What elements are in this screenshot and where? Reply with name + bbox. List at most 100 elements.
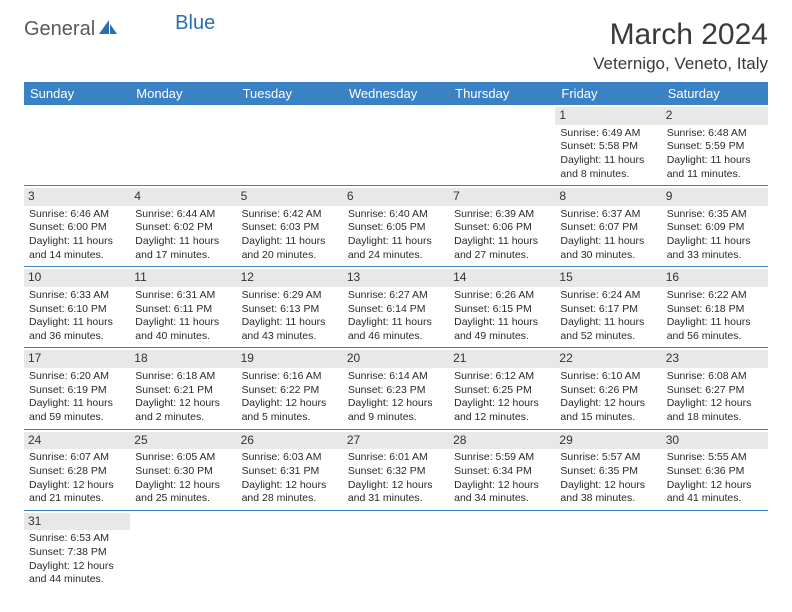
sunrise-line: Sunrise: 5:57 AM xyxy=(560,451,640,463)
sunset-line: Sunset: 6:15 PM xyxy=(454,303,532,315)
day-info: Sunrise: 6:26 AMSunset: 6:15 PMDaylight:… xyxy=(453,289,551,344)
calendar-day-cell: 13Sunrise: 6:27 AMSunset: 6:14 PMDayligh… xyxy=(343,267,449,348)
sunrise-line: Sunrise: 6:27 AM xyxy=(348,289,428,301)
daylight-line: Daylight: 11 hours and 17 minutes. xyxy=(135,235,219,261)
sunset-line: Sunset: 6:35 PM xyxy=(560,465,638,477)
daylight-line: Daylight: 11 hours and 52 minutes. xyxy=(560,316,644,342)
daylight-line: Daylight: 11 hours and 30 minutes. xyxy=(560,235,644,261)
day-number: 20 xyxy=(343,350,449,368)
sunset-line: Sunset: 6:19 PM xyxy=(29,384,107,396)
calendar-day-cell: 1Sunrise: 6:49 AMSunset: 5:58 PMDaylight… xyxy=(555,105,661,186)
sunset-line: Sunset: 6:32 PM xyxy=(348,465,426,477)
sunrise-line: Sunrise: 6:26 AM xyxy=(454,289,534,301)
sunrise-line: Sunrise: 6:10 AM xyxy=(560,370,640,382)
day-number: 22 xyxy=(555,350,661,368)
daylight-line: Daylight: 11 hours and 8 minutes. xyxy=(560,154,644,180)
sunset-line: Sunset: 6:30 PM xyxy=(135,465,213,477)
day-info: Sunrise: 6:18 AM Sunset: 6:21 PMDaylight:… xyxy=(134,370,232,425)
calendar-day-cell: 6Sunrise: 6:40 AMSunset: 6:05 PMDaylight… xyxy=(343,186,449,267)
day-number: 26 xyxy=(237,432,343,450)
sunrise-line: Sunrise: 6:18 AM xyxy=(135,370,215,382)
sunset-line: Sunset: 6:03 PM xyxy=(242,221,320,233)
daylight-line: Daylight: 11 hours and 27 minutes. xyxy=(454,235,538,261)
daylight-line: Daylight: 11 hours and 46 minutes. xyxy=(348,316,432,342)
weekday-header: Tuesday xyxy=(237,82,343,105)
sunrise-line: Sunrise: 6:08 AM xyxy=(667,370,747,382)
day-number: 30 xyxy=(662,432,768,450)
day-info: Sunrise: 6:01 AMSunset: 6:32 PMDaylight:… xyxy=(347,451,445,506)
sunrise-line: Sunrise: 6:20 AM xyxy=(29,370,109,382)
day-number: 6 xyxy=(343,188,449,206)
month-title: March 2024 xyxy=(593,18,768,52)
sunset-line: Sunset: 6:09 PM xyxy=(667,221,745,233)
sunrise-line: Sunrise: 6:53 AM xyxy=(29,532,109,544)
day-info: Sunrise: 6:35 AMSunset: 6:09 PMDaylight:… xyxy=(666,208,764,263)
day-number: 9 xyxy=(662,188,768,206)
sunrise-line: Sunrise: 6:03 AM xyxy=(242,451,322,463)
calendar-day-cell xyxy=(343,105,449,186)
calendar-day-cell: 16Sunrise: 6:22 AMSunset: 6:18 PMDayligh… xyxy=(662,267,768,348)
calendar-day-cell: 17Sunrise: 6:20 AMSunset: 6:19 PMDayligh… xyxy=(24,348,130,429)
sunrise-line: Sunrise: 6:31 AM xyxy=(135,289,215,301)
calendar-day-cell: 21 Sunrise: 6:12 AMSunset: 6:25 PMDayligh… xyxy=(449,348,555,429)
daylight-line: Daylight: 11 hours and 36 minutes. xyxy=(29,316,113,342)
sunrise-line: Sunrise: 6:07 AM xyxy=(29,451,109,463)
sunrise-line: Sunrise: 6:40 AM xyxy=(348,208,428,220)
daylight-line: Daylight: 11 hours and 43 minutes. xyxy=(242,316,326,342)
day-number: 21 xyxy=(449,350,555,368)
daylight-line: Daylight: 12 hours and 18 minutes. xyxy=(667,397,752,423)
daylight-line: Daylight: 12 hours and 21 minutes. xyxy=(29,479,114,505)
day-info: Sunrise: 5:59 AMSunset: 6:34 PMDaylight:… xyxy=(453,451,551,506)
day-info: Sunrise: 6:46 AMSunset: 6:00 PMDaylight:… xyxy=(28,208,126,263)
weekday-header: Monday xyxy=(130,82,236,105)
day-info: Sunrise: 5:55 AMSunset: 6:36 PMDaylight:… xyxy=(666,451,764,506)
day-info: Sunrise: 6:48 AMSunset: 5:59 PMDaylight:… xyxy=(666,127,764,182)
calendar-day-cell: 28Sunrise: 5:59 AMSunset: 6:34 PMDayligh… xyxy=(449,429,555,510)
calendar-day-cell: 11Sunrise: 6:31 AMSunset: 6:11 PMDayligh… xyxy=(130,267,236,348)
sunrise-line: Sunrise: 6:01 AM xyxy=(348,451,428,463)
day-number: 29 xyxy=(555,432,661,450)
calendar-week-row: 17Sunrise: 6:20 AMSunset: 6:19 PMDayligh… xyxy=(24,348,768,429)
day-info: Sunrise: 6:37 AMSunset: 6:07 PMDaylight:… xyxy=(559,208,657,263)
calendar-day-cell: 30Sunrise: 5:55 AMSunset: 6:36 PMDayligh… xyxy=(662,429,768,510)
calendar-body: 1Sunrise: 6:49 AMSunset: 5:58 PMDaylight… xyxy=(24,105,768,591)
daylight-line: Daylight: 12 hours and 9 minutes. xyxy=(348,397,433,423)
sunrise-line: Sunrise: 6:24 AM xyxy=(560,289,640,301)
calendar-day-cell: 12Sunrise: 6:29 AMSunset: 6:13 PMDayligh… xyxy=(237,267,343,348)
calendar-day-cell: 25Sunrise: 6:05 AMSunset: 6:30 PMDayligh… xyxy=(130,429,236,510)
sunset-line: Sunset: 6:10 PM xyxy=(29,303,107,315)
sunrise-line: Sunrise: 6:42 AM xyxy=(242,208,322,220)
day-number: 23 xyxy=(662,350,768,368)
day-info: Sunrise: 6:07 AMSunset: 6:28 PMDaylight:… xyxy=(28,451,126,506)
day-number: 15 xyxy=(555,269,661,287)
sunset-line: Sunset: 7:38 PM xyxy=(29,546,107,558)
logo: General Blue xyxy=(24,18,215,41)
day-number: 10 xyxy=(24,269,130,287)
sunrise-line: Sunrise: 6:48 AM xyxy=(667,127,747,139)
calendar-day-cell xyxy=(662,510,768,591)
calendar-week-row: 10Sunrise: 6:33 AMSunset: 6:10 PMDayligh… xyxy=(24,267,768,348)
logo-text-blue: Blue xyxy=(175,12,215,35)
daylight-line: Daylight: 12 hours and 2 minutes. xyxy=(135,397,220,423)
day-info: Sunrise: 6:12 AMSunset: 6:25 PMDaylight:… xyxy=(453,370,551,425)
calendar-day-cell xyxy=(130,510,236,591)
calendar-day-cell: 24Sunrise: 6:07 AMSunset: 6:28 PMDayligh… xyxy=(24,429,130,510)
daylight-line: Daylight: 12 hours and 15 minutes. xyxy=(560,397,645,423)
sunrise-line: Sunrise: 6:49 AM xyxy=(560,127,640,139)
sunset-line: Sunset: 6:36 PM xyxy=(667,465,745,477)
weekday-header: Friday xyxy=(555,82,661,105)
sunrise-line: Sunrise: 6:14 AM xyxy=(348,370,428,382)
sunset-line: Sunset: 6:21 PM xyxy=(135,384,213,396)
calendar-day-cell xyxy=(449,105,555,186)
day-number: 19 xyxy=(237,350,343,368)
calendar-day-cell xyxy=(24,105,130,186)
calendar-day-cell: 3Sunrise: 6:46 AMSunset: 6:00 PMDaylight… xyxy=(24,186,130,267)
day-info: Sunrise: 6:39 AMSunset: 6:06 PMDaylight:… xyxy=(453,208,551,263)
calendar-day-cell: 29Sunrise: 5:57 AMSunset: 6:35 PMDayligh… xyxy=(555,429,661,510)
sunset-line: Sunset: 6:25 PM xyxy=(454,384,532,396)
day-number: 28 xyxy=(449,432,555,450)
calendar-day-cell xyxy=(555,510,661,591)
calendar-day-cell: 7Sunrise: 6:39 AMSunset: 6:06 PMDaylight… xyxy=(449,186,555,267)
day-number: 25 xyxy=(130,432,236,450)
day-info: Sunrise: 6:22 AMSunset: 6:18 PMDaylight:… xyxy=(666,289,764,344)
